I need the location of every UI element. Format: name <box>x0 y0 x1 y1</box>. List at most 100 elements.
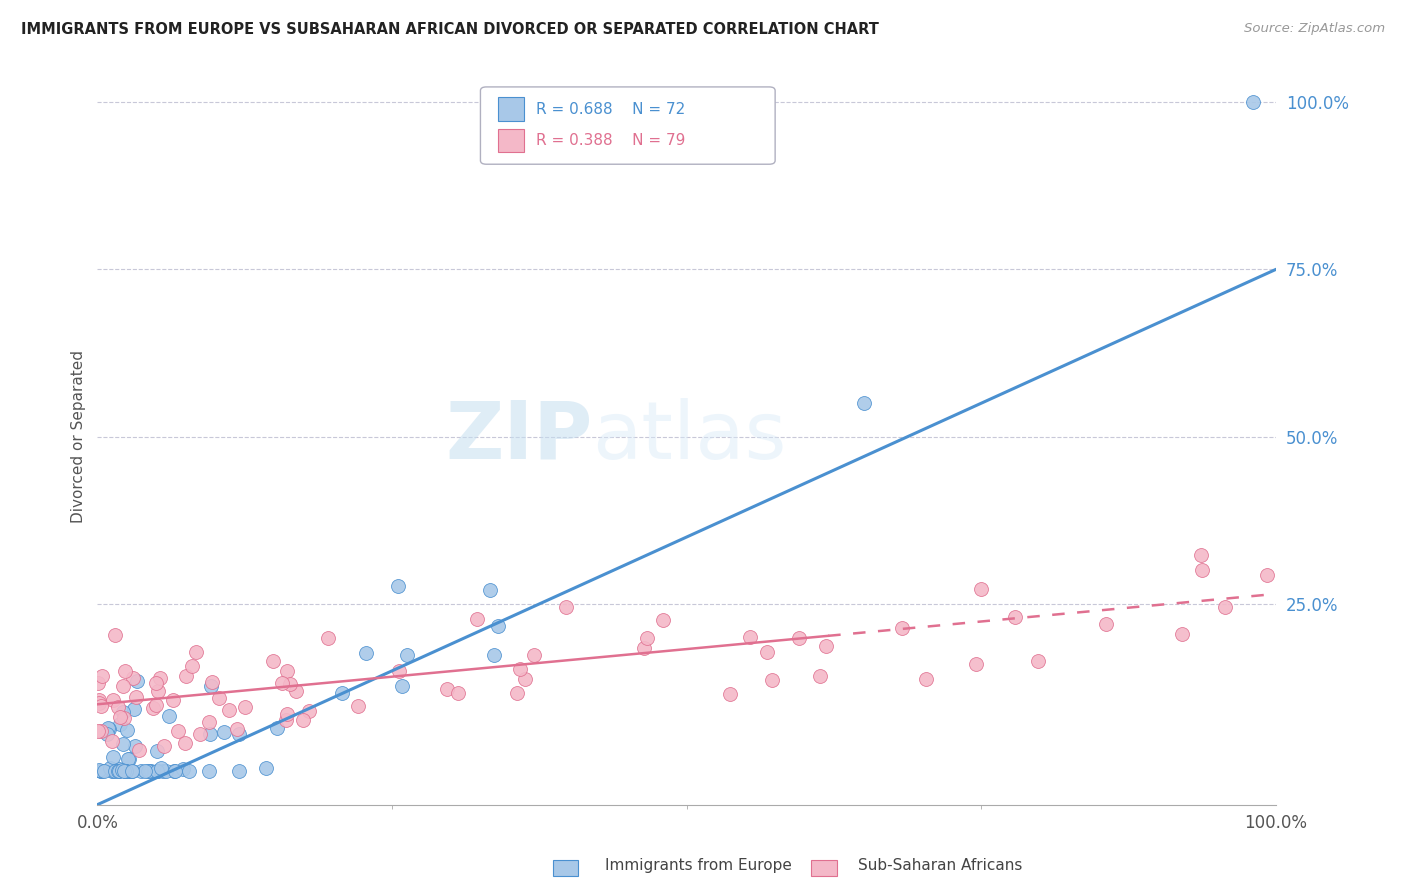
Point <box>787 631 810 645</box>
Point <box>280 677 302 691</box>
Point <box>124 739 146 753</box>
Point <box>114 664 136 678</box>
Point <box>738 630 761 644</box>
Point <box>637 631 659 645</box>
Point <box>138 764 160 779</box>
Point <box>134 764 156 779</box>
Point <box>1004 610 1026 624</box>
Point <box>201 674 224 689</box>
Point <box>118 752 141 766</box>
Point <box>104 764 127 779</box>
Point <box>1191 564 1213 578</box>
Point <box>98 761 121 775</box>
Point <box>354 646 377 660</box>
Point <box>111 737 134 751</box>
Point <box>145 676 167 690</box>
Point <box>756 645 779 659</box>
Point <box>146 744 169 758</box>
Point <box>1256 568 1278 582</box>
Point <box>93 764 115 779</box>
Point <box>108 764 131 779</box>
Text: R = 0.388    N = 79: R = 0.388 N = 79 <box>536 133 685 148</box>
Point <box>318 632 340 646</box>
Point <box>262 655 284 669</box>
Point <box>117 752 139 766</box>
Point <box>96 726 118 740</box>
Point <box>129 764 152 779</box>
Point <box>146 683 169 698</box>
Point <box>101 734 124 748</box>
Point <box>274 713 297 727</box>
Point <box>266 721 288 735</box>
Point <box>479 582 502 597</box>
Point <box>90 699 112 714</box>
Point <box>153 739 176 753</box>
Point <box>387 579 409 593</box>
Point <box>1213 599 1236 614</box>
Bar <box>498 128 524 153</box>
Point <box>208 691 231 706</box>
Point <box>101 764 124 779</box>
Point <box>212 724 235 739</box>
Point <box>184 645 207 659</box>
Point <box>103 693 125 707</box>
Point <box>852 396 875 410</box>
Point <box>177 764 200 779</box>
Point <box>225 722 247 736</box>
Point <box>112 706 135 720</box>
Point <box>228 727 250 741</box>
Point <box>115 764 138 779</box>
Point <box>188 727 211 741</box>
Point <box>97 721 120 735</box>
FancyBboxPatch shape <box>481 87 775 164</box>
Point <box>436 682 458 697</box>
Point <box>965 657 987 672</box>
Point <box>890 621 912 635</box>
Point <box>197 714 219 729</box>
Point <box>120 764 142 779</box>
Point <box>1170 626 1192 640</box>
Point <box>108 762 131 776</box>
Point <box>103 764 125 779</box>
Point <box>121 764 143 779</box>
Point <box>108 764 131 779</box>
Point <box>808 669 831 683</box>
Point <box>149 671 172 685</box>
Point <box>108 717 131 731</box>
Point <box>97 722 120 736</box>
Point <box>155 764 177 779</box>
Point <box>172 762 194 776</box>
Point <box>157 709 180 723</box>
Point <box>509 662 531 676</box>
Point <box>1095 616 1118 631</box>
Text: Sub-Saharan Africans: Sub-Saharan Africans <box>858 858 1022 872</box>
Point <box>388 664 411 678</box>
Point <box>228 764 250 779</box>
Point <box>276 706 298 721</box>
Point <box>174 735 197 749</box>
Point <box>87 763 110 777</box>
Point <box>198 764 221 779</box>
Point <box>90 764 112 779</box>
Point <box>652 613 675 627</box>
Point <box>167 723 190 738</box>
Point <box>163 764 186 779</box>
Point <box>118 764 141 779</box>
Point <box>271 676 294 690</box>
Point <box>970 582 993 596</box>
Point <box>465 612 488 626</box>
Point <box>104 627 127 641</box>
Point <box>555 600 578 615</box>
Point <box>200 679 222 693</box>
Point <box>108 709 131 723</box>
Point <box>285 683 308 698</box>
Bar <box>498 97 524 120</box>
Point <box>1026 654 1049 668</box>
Point <box>718 687 741 701</box>
Point <box>114 764 136 779</box>
Point <box>146 764 169 779</box>
Point <box>914 672 936 686</box>
Point <box>152 764 174 779</box>
Point <box>139 764 162 779</box>
Point <box>128 742 150 756</box>
